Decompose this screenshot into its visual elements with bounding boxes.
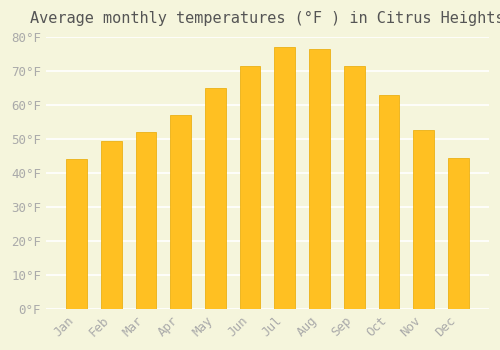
Title: Average monthly temperatures (°F ) in Citrus Heights: Average monthly temperatures (°F ) in Ci… — [30, 11, 500, 26]
Bar — [136, 132, 156, 309]
Bar — [309, 49, 330, 309]
Bar — [101, 141, 121, 309]
Bar — [344, 66, 364, 309]
Bar — [66, 159, 87, 309]
Bar — [413, 131, 434, 309]
Bar — [205, 88, 226, 309]
Bar — [170, 115, 191, 309]
Bar — [448, 158, 469, 309]
Bar — [274, 47, 295, 309]
Bar — [378, 95, 400, 309]
Bar — [240, 66, 260, 309]
